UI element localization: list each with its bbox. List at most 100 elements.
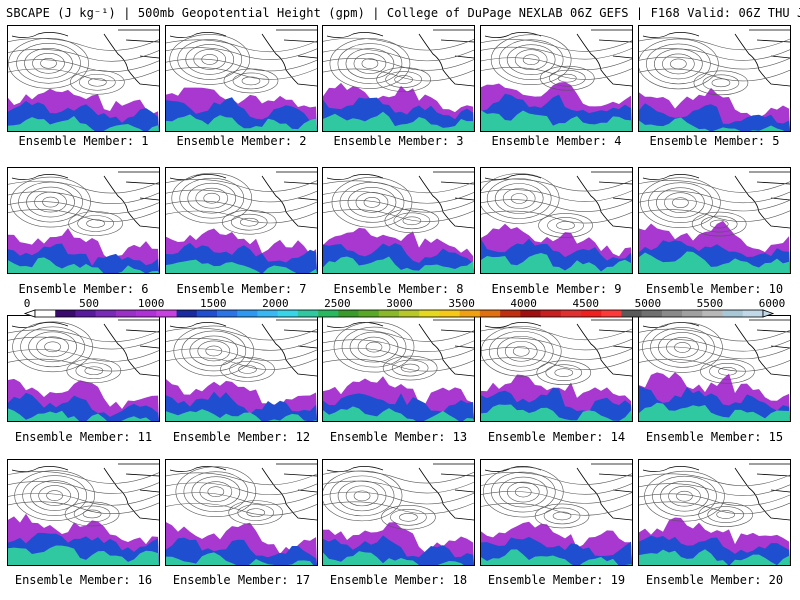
height-contour	[481, 46, 632, 60]
colorbar-segment	[702, 310, 723, 317]
height-contour	[40, 57, 57, 69]
height-contour	[536, 360, 592, 385]
height-contour	[674, 342, 691, 353]
colorbar-tick-label: 1500	[200, 297, 227, 310]
coastline	[734, 171, 790, 229]
height-contour	[486, 178, 552, 219]
height-contour	[166, 482, 317, 495]
height-contour	[670, 58, 687, 70]
height-contour	[502, 188, 536, 209]
height-contour	[400, 363, 420, 373]
height-contour	[8, 492, 159, 506]
height-contour	[490, 34, 572, 86]
height-contour	[203, 192, 221, 204]
height-contour	[22, 475, 87, 516]
panel-map	[639, 319, 790, 421]
height-contour	[552, 511, 572, 521]
panel-map	[481, 171, 632, 273]
ensemble-member-panel	[322, 25, 475, 132]
cape-shading-high	[639, 117, 790, 131]
colorbar-segment	[581, 310, 602, 317]
height-contour	[8, 191, 159, 204]
height-contour	[166, 348, 317, 361]
height-contour	[8, 358, 159, 372]
height-contour	[46, 490, 63, 501]
ensemble-member-label: Ensemble Member: 11	[14, 430, 153, 444]
height-contour	[221, 209, 277, 235]
height-contour	[662, 53, 695, 75]
ensemble-member-label: Ensemble Member: 17	[172, 573, 311, 587]
height-contour	[644, 470, 725, 522]
height-contour	[349, 331, 399, 363]
height-contour	[68, 211, 123, 236]
colorbar-svg	[23, 309, 775, 318]
colorbar-segment	[378, 310, 400, 317]
height-contour	[391, 359, 429, 377]
colorbar-segment	[136, 310, 157, 317]
height-contour	[639, 38, 719, 90]
coastline-asia	[642, 466, 700, 472]
height-contour	[329, 475, 395, 517]
coastline-asia	[326, 174, 384, 180]
height-contour	[329, 38, 411, 89]
ensemble-member-label: Ensemble Member: 15	[645, 430, 784, 444]
height-contour	[166, 502, 317, 516]
height-contour	[353, 490, 371, 502]
height-contour	[639, 198, 790, 212]
ensemble-member-panel	[480, 459, 633, 566]
height-contour	[345, 48, 395, 79]
height-contour	[166, 200, 317, 214]
height-contour	[70, 69, 125, 95]
ensemble-member-panel	[638, 459, 791, 566]
height-contour	[481, 491, 632, 504]
height-contour	[381, 504, 436, 530]
height-contour	[82, 509, 102, 519]
height-contour	[8, 209, 159, 222]
ensemble-member-label: Ensemble Member: 13	[329, 430, 468, 444]
cape-colorbar	[0, 296, 800, 320]
height-contour	[237, 504, 275, 521]
cape-shading-high	[166, 552, 317, 565]
height-contour	[42, 196, 59, 208]
ensemble-member-label: Ensemble Member: 18	[329, 573, 468, 587]
height-contour	[639, 209, 790, 222]
colorbar-segment	[682, 310, 703, 317]
height-contour	[482, 466, 564, 518]
height-contour	[534, 503, 590, 529]
height-contour	[481, 325, 562, 377]
height-contour	[347, 187, 397, 218]
coastline	[103, 29, 159, 87]
panel-map	[481, 29, 632, 131]
height-contour	[361, 58, 379, 69]
height-contour	[205, 345, 223, 357]
height-contour	[193, 49, 227, 70]
height-contour	[173, 325, 255, 377]
height-contour	[238, 365, 257, 374]
height-contour	[199, 481, 233, 503]
height-contour	[481, 337, 632, 351]
colorbar-segment	[742, 310, 764, 317]
coastline	[261, 171, 317, 229]
height-contour	[355, 192, 389, 213]
coastline	[734, 319, 790, 377]
colorbar-segment	[176, 310, 198, 317]
ensemble-member-panel	[7, 25, 160, 132]
ensemble-member-panel	[165, 459, 318, 566]
height-contour	[8, 38, 159, 51]
panel-map	[323, 29, 474, 131]
colorbar-segment	[55, 310, 76, 317]
colorbar-segment	[419, 310, 440, 317]
height-contour	[183, 471, 249, 513]
height-contour	[547, 217, 584, 234]
height-contour	[166, 39, 317, 53]
coastline-asia	[11, 174, 69, 180]
height-contour	[639, 48, 790, 61]
coastline-asia	[326, 466, 384, 472]
height-contour	[64, 501, 120, 527]
colorbar-tick-label: 5500	[696, 297, 724, 310]
cape-shading-high	[323, 551, 474, 565]
ensemble-member-panel	[480, 25, 633, 132]
height-contour	[341, 326, 407, 368]
coastline	[261, 29, 317, 87]
height-contour	[666, 337, 699, 358]
